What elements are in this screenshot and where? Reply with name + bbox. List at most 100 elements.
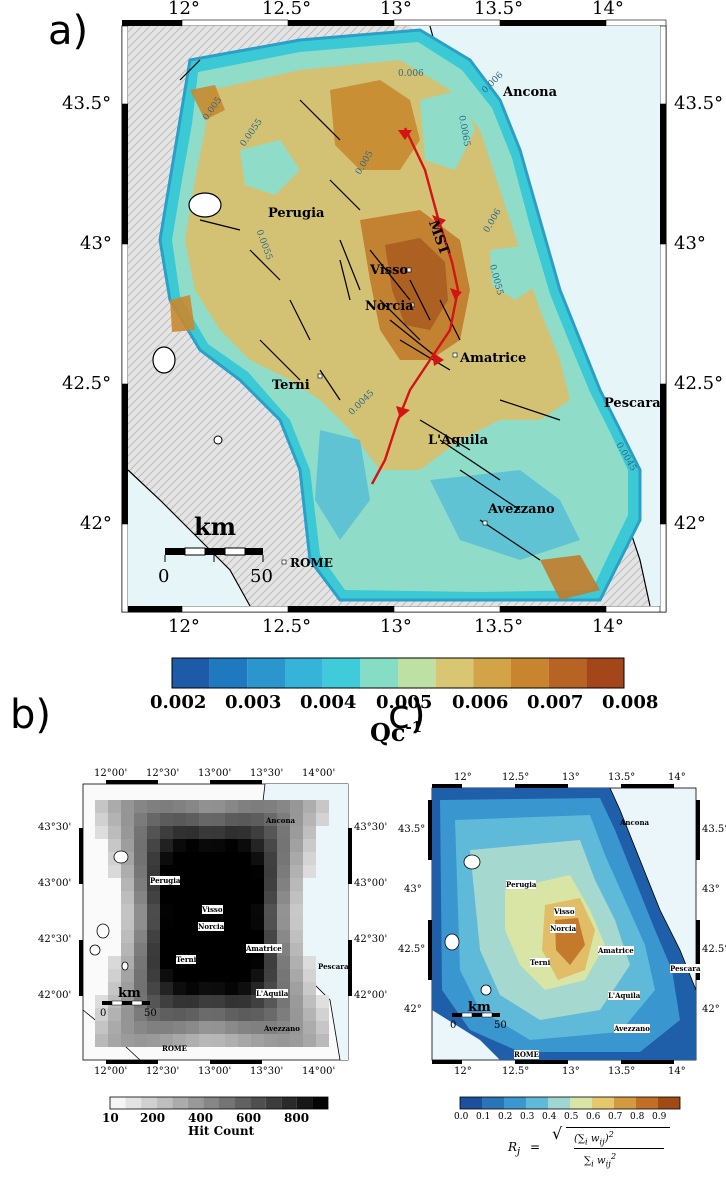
hit-count-cell xyxy=(277,839,290,852)
rj-swatch xyxy=(658,1097,680,1109)
hit-count-swatch xyxy=(219,1097,235,1109)
panel-a-lon-bottom-0: 12° xyxy=(168,616,200,637)
hit-count-cell xyxy=(303,1021,316,1034)
hit-count-cell xyxy=(186,800,199,813)
hit-count-cell xyxy=(238,1034,251,1047)
colorbar-swatch xyxy=(548,658,587,688)
hit-count-cell xyxy=(134,839,147,852)
c-city-label-visso: Visso xyxy=(554,907,575,916)
hit-count-cell xyxy=(147,800,160,813)
hit-count-cell xyxy=(264,956,277,969)
b-city-label-pescara: Pescara xyxy=(318,962,349,971)
b-city-label-terni: Terni xyxy=(176,955,197,964)
hit-count-cell xyxy=(199,839,212,852)
hit-count-cell xyxy=(186,813,199,826)
hit-count-cell xyxy=(277,904,290,917)
hit-count-cell xyxy=(251,930,264,943)
hit-count-cell xyxy=(251,878,264,891)
panel-b-lat-right-2: 42°30' xyxy=(354,934,388,945)
hit-count-cell xyxy=(108,969,121,982)
panel-c-lon-top-1: 12.5° xyxy=(502,772,530,783)
hit-count-cell xyxy=(290,865,303,878)
panel-c-lat-right-1: 43° xyxy=(702,884,720,895)
city-label-avezzano: Avezzano xyxy=(488,502,555,517)
hit-count-cell xyxy=(95,1034,108,1047)
hit-count-cell xyxy=(186,1008,199,1021)
hit-count-cell xyxy=(238,956,251,969)
colorbar-title-text: Qc xyxy=(370,718,406,747)
c-city-label-pescara: Pescara xyxy=(670,964,701,973)
hit-count-cell xyxy=(238,865,251,878)
hit-count-cell xyxy=(160,956,173,969)
tyrrhenian-sea xyxy=(128,470,250,606)
hit-count-cell xyxy=(121,826,134,839)
hit-count-cell xyxy=(147,904,160,917)
b-city-label-visso: Visso xyxy=(202,905,223,914)
hit-count-cell xyxy=(212,1021,225,1034)
hit-count-cell xyxy=(134,1034,147,1047)
hit-count-cell xyxy=(199,943,212,956)
hit-count-cell xyxy=(121,1008,134,1021)
hit-count-cell xyxy=(173,995,186,1008)
hit-count-cell xyxy=(134,878,147,891)
hit-count-cell xyxy=(108,800,121,813)
panel-a-lat-left-3: 42° xyxy=(80,513,112,534)
panel-a-lon-bottom-4: 14° xyxy=(592,616,624,637)
hit-count-cell xyxy=(303,865,316,878)
panel-a-lon-top-2: 13° xyxy=(380,0,412,19)
hit-count-cell xyxy=(277,995,290,1008)
hit-count-cell xyxy=(121,1034,134,1047)
colorbar-swatch xyxy=(360,658,398,688)
colorbar-swatch xyxy=(511,658,549,688)
hit-count-cell xyxy=(173,1021,186,1034)
hit-count-cell xyxy=(186,969,199,982)
hit-count-tick: 600 xyxy=(236,1111,262,1125)
hit-count-cell xyxy=(160,995,173,1008)
fault-lines xyxy=(179,59,561,561)
colorbar-title-sup: -1 xyxy=(405,718,423,736)
hit-count-cell xyxy=(160,904,173,917)
hit-count-cell xyxy=(212,1008,225,1021)
colorbar-swatch xyxy=(247,658,285,688)
hit-count-tick: 800 xyxy=(284,1111,310,1125)
hit-count-cell xyxy=(225,878,238,891)
hit-count-cell xyxy=(303,1008,316,1021)
panel-a-lon-bottom-1: 12.5° xyxy=(262,616,312,637)
hit-count-cell xyxy=(264,852,277,865)
panel-b-lon-top-3: 13°30' xyxy=(250,768,284,779)
hit-count-cell xyxy=(238,813,251,826)
hit-count-cell xyxy=(134,1021,147,1034)
hit-count-cell xyxy=(186,995,199,1008)
hit-count-cell xyxy=(173,1034,186,1047)
panel-a-lat-left-0: 43.5° xyxy=(62,93,112,114)
hit-count-tick: 400 xyxy=(188,1111,214,1125)
panel-b-lat-right-3: 42°00' xyxy=(354,990,388,1001)
panel-c-label: c) xyxy=(388,692,426,738)
hit-count-swatch xyxy=(203,1097,219,1109)
panel-a-lon-bottom-3: 13.5° xyxy=(474,616,524,637)
hit-count-cell xyxy=(212,852,225,865)
hit-count-cell xyxy=(173,865,186,878)
panel-b-lon-top-4: 14°00' xyxy=(302,768,336,779)
c-city-label-perugia: Perugia xyxy=(506,880,537,889)
panel-a-scale-max: 50 xyxy=(250,566,273,587)
hit-count-cell xyxy=(290,800,303,813)
panel-b-colorbar xyxy=(109,1096,329,1110)
hit-count-cell xyxy=(147,969,160,982)
colorbar-tick: 0.002 xyxy=(150,692,207,713)
panel-a-lat-right-3: 42° xyxy=(674,513,706,534)
hit-count-cell xyxy=(303,995,316,1008)
rj-tick: 0.2 xyxy=(498,1112,513,1122)
hit-count-cell xyxy=(316,1021,329,1034)
hit-count-cell xyxy=(199,969,212,982)
hit-count-cell xyxy=(199,995,212,1008)
hit-count-cell xyxy=(225,995,238,1008)
hit-count-cell xyxy=(95,1021,108,1034)
hit-count-cell xyxy=(277,956,290,969)
panel-c-lat-right-3: 42° xyxy=(702,1004,720,1015)
hit-count-cell xyxy=(290,904,303,917)
hit-count-cell xyxy=(303,1034,316,1047)
hit-count-cell xyxy=(290,839,303,852)
panel-c-lon-bottom-0: 12° xyxy=(454,1066,472,1077)
hit-count-cell xyxy=(173,930,186,943)
